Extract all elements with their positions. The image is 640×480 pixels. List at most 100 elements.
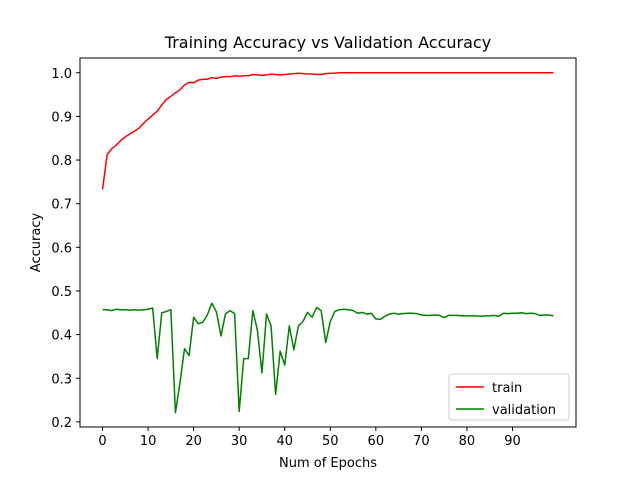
data-point-validation [461,315,463,317]
data-point-train [261,74,263,76]
data-point-validation [425,314,427,316]
data-point-validation [315,306,317,308]
data-point-train [407,72,409,74]
data-point-validation [534,312,536,314]
data-point-train [411,72,413,74]
data-point-validation [233,312,235,314]
data-point-validation [129,309,131,311]
data-point-validation [192,316,194,318]
data-point-train [484,72,486,74]
data-point-train [470,72,472,74]
data-point-train [174,92,176,94]
data-point-validation [174,412,176,414]
data-point-validation [243,357,245,359]
y-tick-label: 0.9 [51,110,72,125]
data-point-train [302,72,304,74]
data-point-train [438,72,440,74]
data-point-train [325,72,327,74]
data-point-validation [352,309,354,311]
data-point-train [379,72,381,74]
data-point-train [397,72,399,74]
data-point-validation [124,309,126,311]
data-point-validation [498,315,500,317]
data-point-validation [183,347,185,349]
y-tick-label: 0.8 [51,154,72,169]
data-point-train [306,73,308,75]
data-point-validation [407,312,409,314]
data-point-train [507,72,509,74]
data-point-validation [206,314,208,316]
data-point-validation [520,312,522,314]
data-point-validation [516,312,518,314]
data-point-train [375,72,377,74]
data-point-train [552,72,554,74]
x-tick-label: 40 [276,434,293,449]
data-point-train [293,72,295,74]
data-point-train [434,72,436,74]
data-point-validation [397,313,399,315]
data-point-train [493,72,495,74]
data-point-train [206,78,208,80]
data-point-validation [539,314,541,316]
data-point-validation [247,357,249,359]
data-point-validation [488,315,490,317]
data-point-validation [256,329,258,331]
data-point-train [329,72,331,74]
data-point-validation [151,307,153,309]
data-point-validation [138,309,140,311]
data-point-validation [115,308,117,310]
data-point-validation [411,312,413,314]
data-point-train [334,72,336,74]
data-point-validation [479,315,481,317]
y-tick-label: 1.0 [51,67,72,82]
data-point-train [311,73,313,75]
data-point-train [361,72,363,74]
y-tick-label: 0.5 [51,285,72,300]
data-point-validation [101,309,103,311]
x-tick-label: 50 [322,434,339,449]
data-point-train [448,72,450,74]
data-point-train [539,72,541,74]
data-point-validation [361,311,363,313]
data-point-validation [375,318,377,320]
data-point-train [343,72,345,74]
legend: train validation [448,373,570,421]
y-tick-label: 0.3 [51,372,72,387]
data-point-train [238,75,240,77]
data-point-train [124,136,126,138]
data-point-validation [215,311,217,313]
data-point-validation [110,309,112,311]
data-point-validation [543,314,545,316]
data-point-validation [274,393,276,395]
data-point-train [338,72,340,74]
data-point-validation [452,314,454,316]
data-point-validation [188,354,190,356]
data-point-train [543,72,545,74]
data-point-train [192,82,194,84]
data-point-train [233,75,235,77]
data-point-train [511,72,513,74]
data-point-train [183,84,185,86]
data-point-validation [311,316,313,318]
data-point-validation [142,309,144,311]
data-point-train [156,110,158,112]
data-point-train [548,72,550,74]
data-point-train [170,95,172,97]
data-point-train [420,72,422,74]
data-point-validation [347,309,349,311]
data-point-validation [502,312,504,314]
data-point-validation [288,325,290,327]
x-tick-label: 60 [368,434,385,449]
data-point-train [265,74,267,76]
series-line-validation [102,302,554,414]
data-point-train [347,72,349,74]
data-point-train [211,76,213,78]
data-point-train [142,122,144,124]
data-point-train [133,130,135,132]
data-point-validation [393,312,395,314]
data-point-validation [306,311,308,313]
data-point-validation [402,312,404,314]
data-point-validation [366,313,368,315]
data-point-train [425,72,427,74]
